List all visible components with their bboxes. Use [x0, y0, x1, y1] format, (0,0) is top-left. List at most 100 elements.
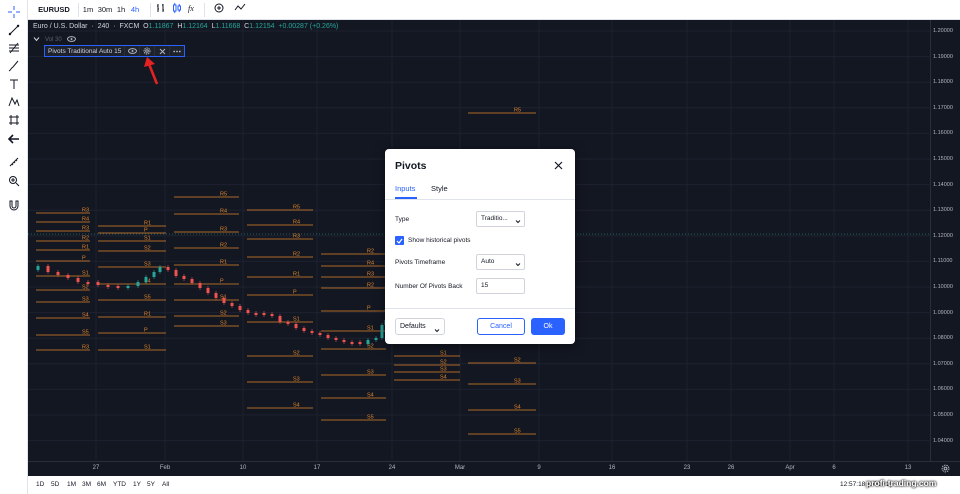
indicators-icon[interactable]: fx — [187, 3, 199, 17]
range-button-5y[interactable]: 5Y — [147, 481, 155, 488]
candles-icon[interactable] — [171, 3, 183, 17]
range-button-all[interactable]: All — [162, 481, 170, 488]
range-button-1y[interactable]: 1Y — [133, 481, 141, 488]
legend-close: 1.12154 — [249, 23, 275, 30]
time-tick-label: Mar — [454, 465, 466, 471]
bottom-range-bar: 1D 5D 1M 3M 6M YTD 1Y 5Y All 12:57:18 (UTC+2) — [28, 476, 960, 494]
range-button-1d[interactable]: 1D — [36, 481, 45, 488]
pivot-level-label: R3 — [82, 208, 89, 214]
tab-style[interactable]: Style — [431, 184, 448, 193]
candle-body — [310, 331, 314, 333]
pivot-level-label: R4 — [220, 209, 227, 215]
pivot-level-label: R3 — [82, 345, 89, 351]
pivot-level-label: S2 — [514, 358, 521, 364]
interval-1m[interactable]: 1m — [82, 5, 94, 14]
defaults-button[interactable]: Defaults — [395, 318, 445, 335]
show-historical-checkbox[interactable] — [395, 236, 404, 245]
collapse-legend-icon[interactable] — [33, 35, 40, 44]
legend-secondary-row: Vol 30 — [33, 35, 76, 44]
back-arrow-icon[interactable] — [5, 131, 22, 146]
pivot-level-label: S5 — [367, 415, 374, 421]
price-tick-label: 1.06000 — [933, 386, 953, 393]
trend-line-icon[interactable] — [5, 22, 22, 37]
range-button-6m[interactable]: 6M — [97, 481, 107, 488]
alert-icon[interactable] — [234, 3, 246, 17]
indicator-visibility-eye-icon[interactable] — [124, 46, 139, 56]
time-tick-label: 27 — [92, 465, 100, 471]
pivot-level-label: R2 — [367, 283, 374, 289]
type-select[interactable]: Traditio... — [476, 211, 525, 227]
candle-body — [246, 310, 250, 313]
price-axis[interactable]: 1.20000 1.19000 1.18000 1.17000 1.16000 1.150… — [930, 20, 960, 461]
bar-style-icon[interactable] — [155, 3, 167, 17]
indicator-remove-close-icon[interactable] — [154, 46, 169, 56]
pattern-icon[interactable] — [5, 94, 22, 109]
indicator-legend-row[interactable]: Pivots Traditional Auto 15 — [44, 45, 186, 57]
crosshair-icon[interactable] — [5, 4, 22, 19]
time-tick-label: 24 — [388, 465, 396, 471]
pivot-level-label: R3 — [293, 234, 300, 240]
volume-eye-icon[interactable] — [66, 35, 76, 44]
magnet-icon[interactable] — [5, 197, 22, 212]
brush-icon[interactable] — [5, 58, 22, 73]
time-axis[interactable]: 27 Feb 10 17 24 Mar 9 16 23 26 Apr 6 13 — [28, 461, 960, 476]
pivot-level-label: R2 — [82, 236, 89, 242]
candle-body — [96, 282, 100, 285]
add-compare-icon[interactable] — [213, 3, 225, 17]
time-tick-label: 17 — [313, 465, 321, 471]
interval-30m[interactable]: 30m — [97, 5, 113, 14]
candle-body — [350, 342, 354, 344]
prediction-icon[interactable] — [5, 112, 22, 127]
axis-settings-gear-icon[interactable] — [941, 464, 950, 475]
candle-body — [318, 333, 322, 335]
symbol-search-button[interactable]: EURUSD — [38, 5, 70, 14]
price-tick-label: 1.12000 — [933, 232, 953, 239]
price-tick-label: 1.09000 — [933, 309, 953, 316]
pivot-level-label: R4 — [367, 261, 374, 267]
number-back-input[interactable]: 15 — [476, 278, 525, 294]
candle-body — [182, 276, 186, 279]
close-icon[interactable] — [551, 158, 565, 172]
indicator-settings-gear-icon[interactable] — [139, 46, 154, 56]
candle-body — [334, 338, 338, 340]
candle-body — [302, 328, 306, 331]
candle-body — [166, 267, 170, 270]
interval-4h[interactable]: 4h — [130, 5, 140, 14]
pivot-level-label: P — [144, 328, 148, 334]
divider — [385, 199, 575, 200]
price-tick-label: 1.19000 — [933, 53, 953, 60]
divider — [385, 308, 575, 309]
clock-time[interactable]: 12:57:18 (UTC+2) — [840, 481, 893, 488]
range-button-5d[interactable]: 5D — [51, 481, 60, 488]
zoom-in-icon[interactable] — [5, 173, 22, 188]
candle-body — [76, 278, 80, 282]
range-button-1m[interactable]: 1M — [67, 481, 77, 488]
number-back-label: Number Of Pivots Back — [395, 283, 463, 290]
range-button-ytd[interactable]: YTD — [113, 481, 126, 488]
red-annotation-arrow-icon — [144, 57, 159, 85]
candle-body — [206, 288, 210, 293]
time-tick-label: 26 — [727, 465, 735, 471]
timeframe-select[interactable]: Auto — [476, 254, 525, 270]
pivot-level-label: R2 — [220, 243, 227, 249]
range-button-3m[interactable]: 3M — [82, 481, 92, 488]
price-tick-label: 1.18000 — [933, 79, 953, 86]
interval-1h[interactable]: 1h — [116, 5, 126, 14]
candle-body — [374, 338, 378, 340]
pivot-level-label: S4 — [293, 403, 300, 409]
indicator-more-icon[interactable] — [169, 46, 184, 56]
text-icon[interactable] — [5, 76, 22, 91]
ok-button[interactable]: Ok — [531, 318, 565, 335]
pivot-level-label: P — [293, 290, 297, 296]
pivot-level-label: R3 — [367, 272, 374, 278]
pivots-settings-dialog: Pivots Inputs Style Type Traditio... Sho… — [385, 149, 575, 344]
ruler-icon[interactable] — [5, 154, 22, 169]
fib-retracement-icon[interactable] — [5, 40, 22, 55]
candle-body — [86, 282, 90, 284]
candle-body — [254, 313, 258, 315]
candle-body — [158, 267, 162, 272]
cancel-button[interactable]: Cancel — [477, 318, 525, 335]
candle-body — [214, 293, 218, 298]
pivot-level-label: R4 — [82, 217, 89, 223]
tab-inputs[interactable]: Inputs — [395, 184, 416, 193]
